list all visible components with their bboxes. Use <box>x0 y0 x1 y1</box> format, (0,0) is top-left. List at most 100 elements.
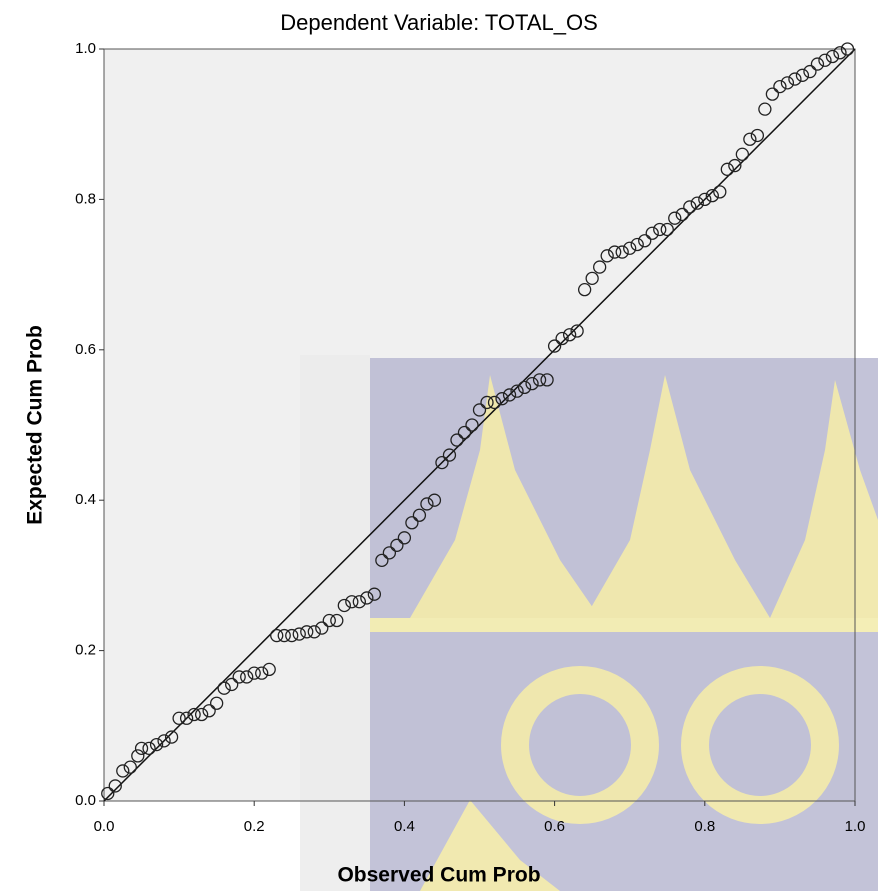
point <box>435 455 449 470</box>
point <box>810 57 825 71</box>
point <box>818 53 832 67</box>
point <box>123 760 137 774</box>
point <box>457 425 472 440</box>
point <box>307 625 321 639</box>
point <box>540 373 554 387</box>
point <box>142 741 156 756</box>
point <box>840 42 855 56</box>
point <box>713 185 727 199</box>
point <box>172 711 186 725</box>
point <box>728 158 742 173</box>
point <box>465 418 479 432</box>
point <box>247 666 261 680</box>
x-axis-label: Observed Cum Prob <box>337 864 540 887</box>
point <box>645 226 659 240</box>
point <box>149 737 164 752</box>
point <box>585 271 599 286</box>
point <box>217 681 231 695</box>
point <box>623 241 637 255</box>
point <box>698 192 712 207</box>
point <box>209 696 224 710</box>
point <box>525 376 539 391</box>
point <box>360 591 374 605</box>
point <box>390 538 404 552</box>
point <box>743 132 757 146</box>
point <box>240 670 254 684</box>
point <box>427 493 442 507</box>
point <box>495 392 509 406</box>
point <box>735 147 749 161</box>
point <box>134 741 149 756</box>
point <box>375 553 389 568</box>
point <box>668 211 682 225</box>
y-tick-label: 0.6 <box>75 341 96 358</box>
point <box>660 222 674 237</box>
point <box>487 395 502 410</box>
point <box>352 595 366 609</box>
y-tick-label: 0.2 <box>75 642 96 659</box>
point <box>517 380 532 395</box>
point <box>420 497 434 511</box>
point <box>765 87 780 101</box>
point <box>450 433 464 447</box>
point <box>690 196 704 210</box>
x-tick-label: 1.0 <box>845 818 866 835</box>
point <box>337 598 351 613</box>
point <box>833 46 847 60</box>
point <box>322 613 336 628</box>
point <box>255 666 269 680</box>
point <box>232 670 246 684</box>
point <box>292 627 306 641</box>
y-tick-label: 0.8 <box>75 190 96 207</box>
point <box>600 249 614 263</box>
point <box>825 49 840 64</box>
point <box>345 595 359 609</box>
point <box>577 282 592 297</box>
x-tick-label: 0.6 <box>544 818 565 835</box>
x-tick-label: 0.2 <box>244 818 265 835</box>
point <box>502 388 517 402</box>
point <box>131 749 145 763</box>
watermark-leaf <box>770 380 878 618</box>
point <box>480 395 494 410</box>
point <box>615 245 629 259</box>
watermark-band <box>370 618 878 632</box>
y-axis-label: Expected Cum Prob <box>24 325 47 525</box>
point <box>116 764 130 778</box>
point <box>300 625 314 639</box>
point <box>788 72 802 86</box>
point <box>532 373 547 387</box>
watermark-leaf <box>410 375 600 618</box>
point <box>101 786 115 801</box>
y-tick-label: 0.0 <box>75 792 96 809</box>
watermark-scroll <box>501 666 659 824</box>
point <box>780 76 795 90</box>
point <box>179 711 194 725</box>
point <box>405 516 419 530</box>
point <box>270 628 284 643</box>
point <box>758 102 772 116</box>
point <box>570 324 584 338</box>
point <box>562 328 577 342</box>
point <box>750 128 765 143</box>
point <box>202 704 216 718</box>
point <box>773 79 787 94</box>
point <box>367 587 382 601</box>
point <box>795 68 810 82</box>
point <box>638 234 652 248</box>
point <box>653 222 667 237</box>
point <box>164 730 179 744</box>
point <box>593 260 607 274</box>
point <box>705 188 719 203</box>
point <box>187 707 201 722</box>
point <box>382 546 397 560</box>
point <box>108 779 122 793</box>
point <box>683 200 697 214</box>
x-tick-label: 0.0 <box>94 818 115 835</box>
point <box>330 613 344 628</box>
point <box>315 621 329 635</box>
x-tick-label: 0.4 <box>394 818 415 835</box>
point <box>472 403 487 417</box>
